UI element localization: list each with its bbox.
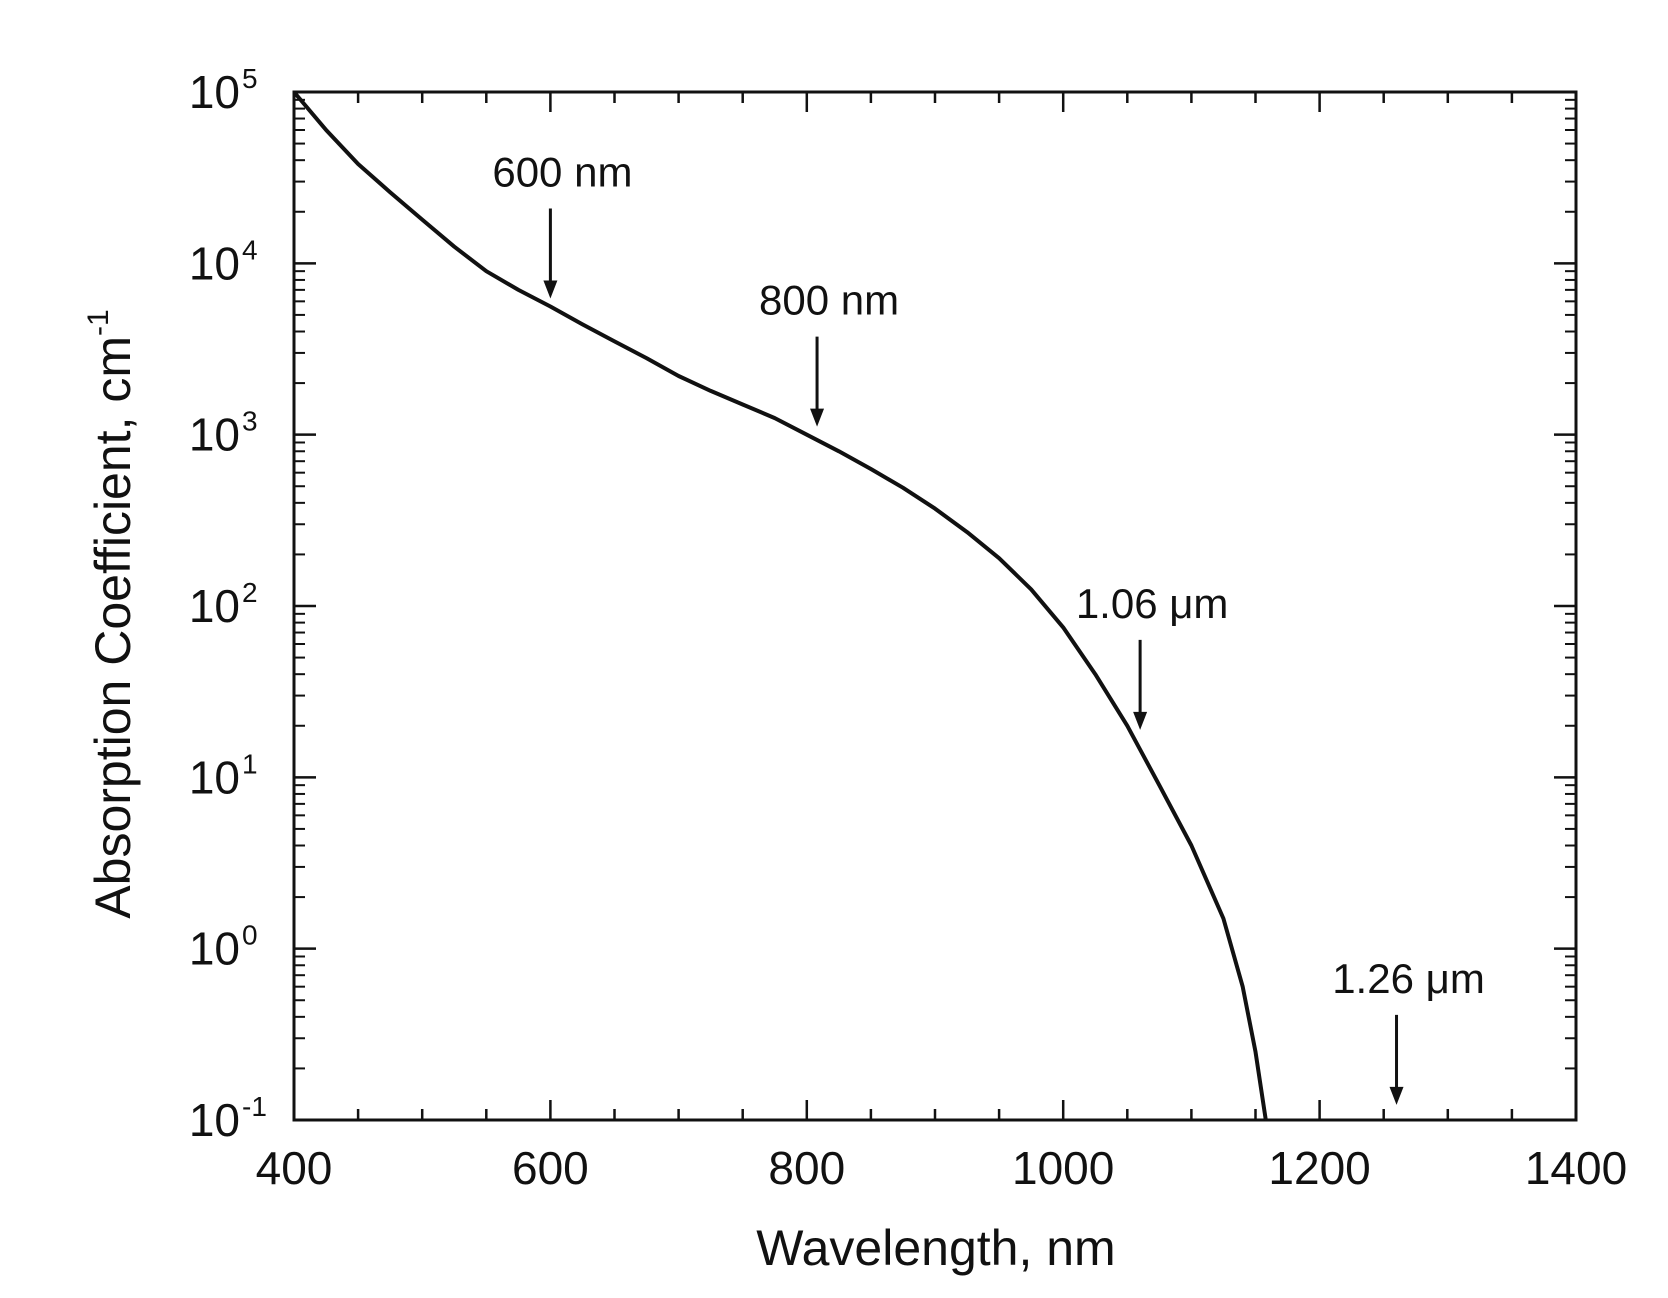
plot-area bbox=[292, 90, 1578, 1122]
annotation-arrow-head bbox=[1389, 1086, 1404, 1105]
y-tick-exponent: -1 bbox=[242, 1091, 267, 1122]
y-tick-label: 10 bbox=[189, 923, 240, 975]
annotations: 600 nm 800 nm 1.06 μm 1.26 μm bbox=[492, 148, 1485, 1105]
y-axis-title: Absorption Coefficient, cm-1 bbox=[82, 309, 141, 918]
y-tick-exponent: 5 bbox=[242, 63, 258, 94]
y-tick-label: 10 bbox=[189, 237, 240, 289]
x-tick-label: 400 bbox=[256, 1142, 333, 1194]
x-tick-label: 800 bbox=[768, 1142, 845, 1194]
y-tick-base: 10 bbox=[189, 751, 240, 803]
x-tick-label: 1400 bbox=[1525, 1142, 1627, 1194]
y-tick-exponent: 4 bbox=[242, 234, 258, 265]
annotation-label: 800 nm bbox=[759, 277, 899, 324]
x-tick-label: 1000 bbox=[1012, 1142, 1114, 1194]
x-tick-label: 1200 bbox=[1268, 1142, 1370, 1194]
x-tick-labels: 400 600 800 1000 1200 1400 bbox=[256, 1142, 1628, 1194]
y-tick-base: 10 bbox=[189, 409, 240, 461]
annotation-arrow-head bbox=[1133, 711, 1148, 730]
y-tick-exponent: 1 bbox=[242, 748, 258, 779]
y-tick-base: 10 bbox=[189, 580, 240, 632]
y-tick-label: 10 bbox=[189, 66, 240, 118]
annotation-arrow-head bbox=[543, 280, 558, 299]
y-tick-label: 10 bbox=[189, 1094, 240, 1146]
y-tick-base: 10 bbox=[189, 923, 240, 975]
y-tick-label: 10 bbox=[189, 409, 240, 461]
y-tick-base: 10 bbox=[189, 237, 240, 289]
absorption-curve bbox=[292, 90, 1268, 1121]
y-tick-base: 10 bbox=[189, 66, 240, 118]
y-axis-title-text: Absorption Coefficient, cm bbox=[85, 336, 141, 919]
annotation-label: 1.26 μm bbox=[1332, 955, 1485, 1002]
y-tick-exponent: 3 bbox=[242, 406, 258, 437]
y-tick-exponent: 0 bbox=[242, 920, 258, 951]
x-tick-label: 600 bbox=[512, 1142, 589, 1194]
x-axis-title: Wavelength, nm bbox=[756, 1220, 1115, 1276]
annotation-label: 600 nm bbox=[492, 148, 632, 195]
annotation-label: 1.06 μm bbox=[1076, 580, 1229, 627]
y-axis-title-exponent: -1 bbox=[82, 309, 115, 336]
y-tick-base: 10 bbox=[189, 1094, 240, 1146]
y-tick-label: 10 bbox=[189, 751, 240, 803]
y-tick-exponent: 2 bbox=[242, 577, 258, 608]
annotation-arrow-head bbox=[810, 408, 825, 427]
y-tick-label: 10 bbox=[189, 580, 240, 632]
